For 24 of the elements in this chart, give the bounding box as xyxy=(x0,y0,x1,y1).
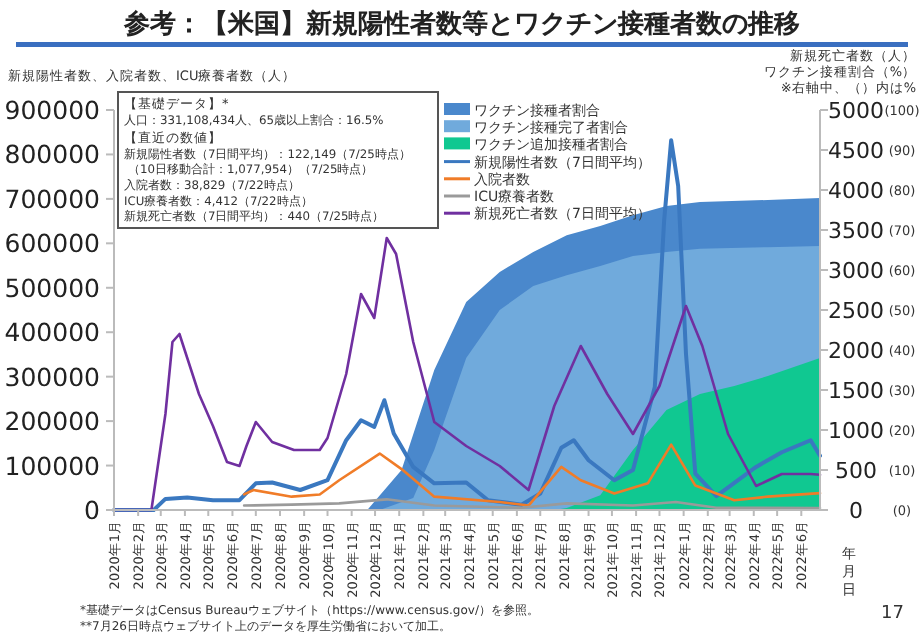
y2-tick-label: 1000 xyxy=(828,418,884,444)
y-tick-label: 900000 xyxy=(4,95,101,125)
text: 17 xyxy=(881,604,904,624)
y2-tick-label: 2000 xyxy=(828,338,884,364)
y2-tick-label: 5000 xyxy=(828,98,884,124)
y-tick-label: 700000 xyxy=(4,183,101,214)
y-tick-label: 400000 xyxy=(4,317,101,348)
y-tick-label: 800000 xyxy=(4,139,101,170)
y-tick-label: 100000 xyxy=(4,450,101,481)
y2-tick-label: 3000 xyxy=(828,258,884,284)
y-tick-label: 0 xyxy=(84,495,101,525)
y2-tick-label: 500 xyxy=(835,458,877,484)
y-tick-label: 300000 xyxy=(4,361,101,392)
y-tick-label: 600000 xyxy=(4,228,101,259)
y2-tick-label: 0 xyxy=(849,498,863,524)
y2-tick-label: 4000 xyxy=(828,178,884,204)
y2-tick-label: 3500 xyxy=(828,218,884,244)
y2-tick-label: 4500 xyxy=(828,138,884,164)
y2-tick-label: 1500 xyxy=(828,378,884,404)
y-tick-label: 500000 xyxy=(4,272,101,303)
chart-title: 参考：【米国】新規陽性者数等とワクチン接種者数の推移 xyxy=(122,8,800,40)
y2-tick-label: 2500 xyxy=(828,298,884,324)
y-tick-label: 200000 xyxy=(4,406,101,437)
line-series xyxy=(242,443,822,507)
